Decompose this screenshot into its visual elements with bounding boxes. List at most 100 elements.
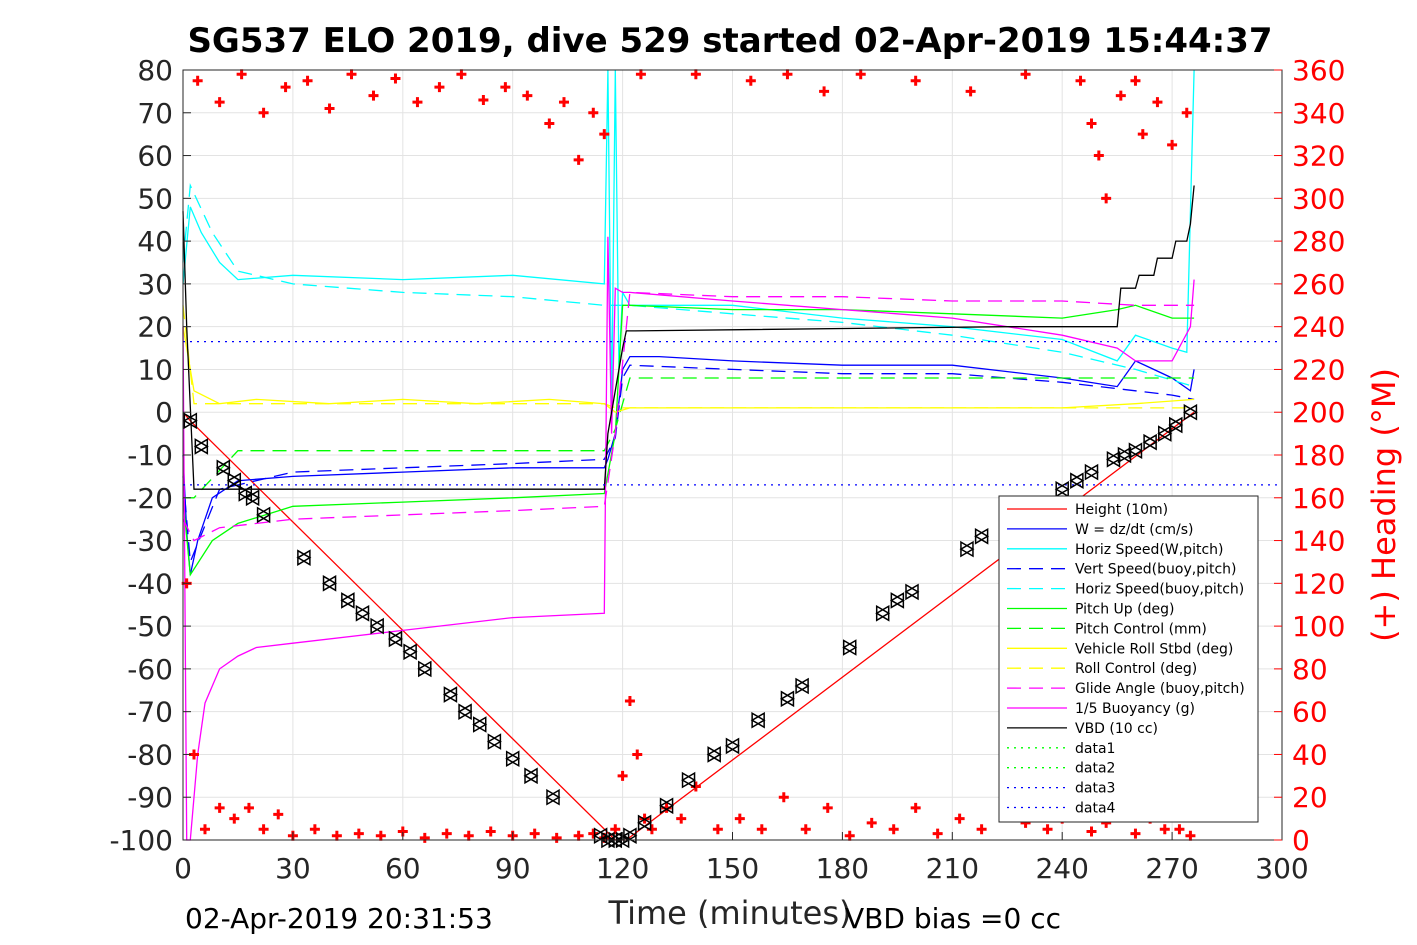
heading-point xyxy=(1181,107,1192,118)
heading-point xyxy=(1093,150,1104,161)
y2-tick-label: 40 xyxy=(1292,738,1328,771)
heading-point xyxy=(412,97,423,108)
depth-marker xyxy=(1182,403,1198,421)
depth-marker xyxy=(245,489,260,507)
heading-point xyxy=(1137,129,1148,140)
heading-point xyxy=(782,69,793,80)
legend-label: Vehicle Roll Stbd (deg) xyxy=(1075,641,1233,657)
x-tick-label: 120 xyxy=(596,852,649,885)
heading-point xyxy=(822,802,833,813)
y2-tick-label: 180 xyxy=(1292,439,1345,472)
x-tick-label: 210 xyxy=(926,852,979,885)
depth-marker xyxy=(182,412,198,430)
legend-label: Pitch Control (mm) xyxy=(1075,621,1207,637)
depth-marker xyxy=(681,771,696,789)
heading-point xyxy=(712,824,723,835)
depth-marker xyxy=(256,506,271,524)
heading-point xyxy=(676,813,687,824)
series-line-3 xyxy=(182,364,1195,563)
heading-point xyxy=(1115,90,1126,101)
depth-marker xyxy=(1106,450,1121,468)
y-tick-label: 80 xyxy=(137,54,173,87)
depth-marker xyxy=(875,604,890,622)
y2-tick-label: 320 xyxy=(1292,140,1345,173)
heading-point xyxy=(1130,75,1141,86)
x-tick-label: 240 xyxy=(1035,852,1088,885)
y-tick-label: -100 xyxy=(109,824,173,857)
y2-tick-label: 260 xyxy=(1292,268,1345,301)
legend-label: Vert Speed(buoy,pitch) xyxy=(1075,562,1237,578)
depth-marker xyxy=(725,737,740,755)
y2-tick-label: 20 xyxy=(1292,781,1328,814)
x-tick-label: 30 xyxy=(275,852,311,885)
y-tick-label: -60 xyxy=(127,653,173,686)
heading-point xyxy=(632,749,643,760)
legend-label: Horiz Speed(W,pitch) xyxy=(1075,542,1223,558)
y2-axis-label: (+) Heading (°M) xyxy=(1365,368,1403,642)
heading-point xyxy=(309,824,320,835)
y-tick-label: -50 xyxy=(127,610,173,643)
depth-marker xyxy=(545,788,560,806)
heading-point xyxy=(353,828,364,839)
depth-marker xyxy=(417,660,432,678)
heading-point xyxy=(243,802,254,813)
heading-point xyxy=(1159,824,1170,835)
depth-marker xyxy=(226,472,242,489)
series-line-10 xyxy=(182,236,1195,841)
series-line-4 xyxy=(182,183,1195,388)
legend-label: Glide Angle (buoy,pitch) xyxy=(1075,681,1245,697)
heading-point xyxy=(199,824,210,835)
legend-label: 1/5 Buoyancy (g) xyxy=(1075,701,1195,717)
heading-point xyxy=(866,817,877,828)
legend-label: VBD (10 cc) xyxy=(1075,721,1158,737)
heading-point xyxy=(800,824,811,835)
y-tick-label: 30 xyxy=(137,268,173,301)
y2-ticks: 3603403203002802602402202001801601401201… xyxy=(1274,54,1345,857)
depth-marker xyxy=(889,592,905,609)
heading-point xyxy=(756,824,767,835)
heading-point xyxy=(258,824,269,835)
heading-point xyxy=(573,830,584,841)
depth-marker xyxy=(974,527,989,545)
footer-vbd-bias: VBD bias =0 cc xyxy=(845,902,1061,935)
heading-point xyxy=(976,824,987,835)
heading-point xyxy=(1174,824,1185,835)
y2-tick-label: 60 xyxy=(1292,696,1328,729)
heading-point xyxy=(214,802,225,813)
heading-point xyxy=(588,828,599,839)
depth-marker xyxy=(637,814,652,832)
depth-marker xyxy=(296,549,311,566)
depth-marker xyxy=(794,677,809,695)
heading-point xyxy=(1152,97,1163,108)
heading-point xyxy=(331,830,342,841)
legend-label: data2 xyxy=(1075,761,1115,777)
x-ticks: 0 30 60 90 120 150 180 210 240 270 300 xyxy=(174,832,1309,885)
depth-marker xyxy=(442,686,458,703)
x-tick-label: 180 xyxy=(816,852,869,885)
heading-point xyxy=(1130,828,1141,839)
heading-point xyxy=(1086,118,1097,129)
depth-marker xyxy=(457,703,472,720)
legend-label: Height (10m) xyxy=(1075,502,1168,518)
y-tick-label: 10 xyxy=(137,353,173,386)
depth-marker xyxy=(340,592,355,609)
legend-label: data3 xyxy=(1075,781,1115,797)
y2-tick-label: 280 xyxy=(1292,225,1345,258)
heading-point xyxy=(819,86,830,97)
y2-tick-label: 120 xyxy=(1292,567,1345,600)
depth-marker xyxy=(1168,416,1183,434)
y-tick-label: 0 xyxy=(155,396,173,429)
y2-tick-label: 360 xyxy=(1292,54,1345,87)
heading-point xyxy=(965,86,976,97)
heading-point xyxy=(529,828,540,839)
y2-tick-label: 160 xyxy=(1292,482,1345,515)
depth-marker xyxy=(387,630,403,648)
series-line-5 xyxy=(182,304,1195,577)
heading-point xyxy=(910,75,921,86)
y2-tick-label: 140 xyxy=(1292,525,1345,558)
heading-point xyxy=(573,154,584,165)
heading-point xyxy=(258,107,269,118)
y-tick-label: -70 xyxy=(127,696,173,729)
depth-marker xyxy=(622,827,637,845)
